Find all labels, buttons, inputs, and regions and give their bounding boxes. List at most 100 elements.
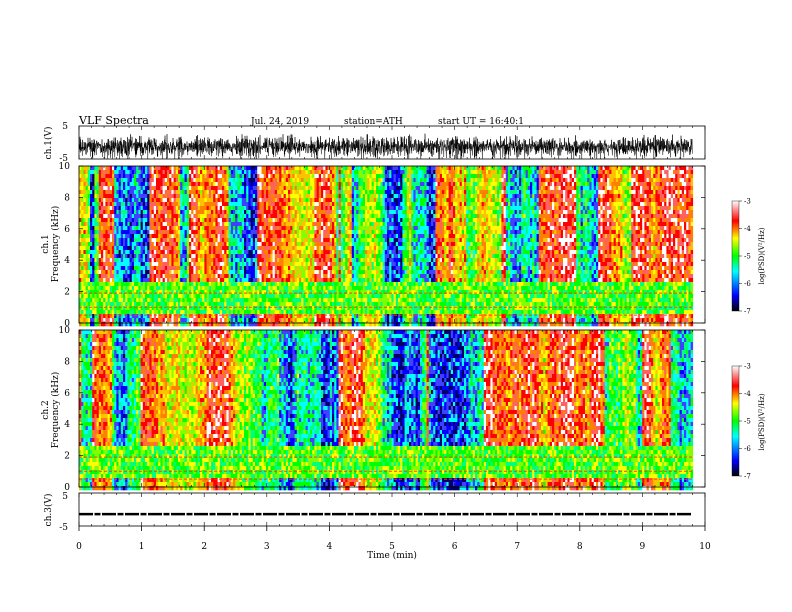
spectrogram-cell bbox=[222, 294, 225, 299]
spectrogram-cell bbox=[257, 206, 260, 211]
spectrogram-cell bbox=[206, 182, 210, 187]
spectrogram-cell bbox=[206, 226, 210, 231]
spectrogram-cell bbox=[343, 230, 346, 235]
spectrogram-cell bbox=[213, 218, 216, 223]
spectrogram-cell bbox=[131, 302, 135, 307]
spectrogram-cell bbox=[116, 210, 119, 215]
spectrogram-cell bbox=[167, 166, 170, 171]
spectrogram-cell bbox=[193, 294, 196, 299]
spectrogram-cell bbox=[252, 258, 256, 263]
spectrogram-cell bbox=[200, 226, 203, 231]
spectrogram-cell bbox=[147, 206, 150, 211]
spectrogram-cell bbox=[318, 226, 322, 231]
spectrogram-cell bbox=[274, 226, 278, 231]
spectrogram-cell bbox=[129, 254, 133, 259]
spectrogram-cell bbox=[125, 198, 128, 203]
spectrogram-cell bbox=[213, 282, 216, 287]
spectrogram-cell bbox=[101, 194, 104, 199]
spectrogram-cell bbox=[92, 262, 95, 267]
spectrogram-cell bbox=[101, 206, 104, 211]
spectrogram-cell bbox=[233, 198, 236, 203]
spectrogram-cell bbox=[92, 254, 95, 259]
spectrogram-cell bbox=[81, 182, 84, 187]
spectrogram-cell bbox=[222, 230, 225, 235]
spectrogram-cell bbox=[200, 210, 203, 215]
spectrogram-cell bbox=[239, 218, 243, 223]
spectrogram-cell bbox=[169, 266, 172, 271]
spectrogram-cell bbox=[316, 242, 320, 247]
spectrogram-cell bbox=[87, 174, 91, 179]
spectrogram-cell bbox=[96, 306, 100, 311]
spectrogram-cell bbox=[237, 250, 240, 255]
spectrogram-cell bbox=[279, 254, 282, 259]
spectrogram-cell bbox=[87, 270, 91, 275]
spectrogram-cell bbox=[226, 290, 229, 295]
spectrogram-cell bbox=[191, 226, 194, 231]
spectrogram-cell bbox=[87, 206, 91, 211]
spectrogram-cell bbox=[147, 314, 150, 319]
spectrogram-cell bbox=[125, 290, 128, 295]
spectrogram-cell bbox=[340, 234, 344, 239]
spectrogram-cell bbox=[230, 262, 234, 267]
spectrogram-cell bbox=[129, 182, 133, 187]
spectrogram-cell bbox=[285, 250, 289, 255]
spectrogram-cell bbox=[230, 206, 234, 211]
spectrogram-cell bbox=[164, 314, 168, 319]
spectrogram-cell bbox=[134, 282, 137, 287]
spectrogram-cell bbox=[277, 182, 280, 187]
spectrogram-cell bbox=[175, 282, 179, 287]
spectrogram-cell bbox=[90, 218, 93, 223]
spectrogram-cell bbox=[116, 258, 119, 263]
spectrogram-cell bbox=[123, 186, 126, 191]
spectrogram-cell bbox=[270, 310, 273, 315]
spectrogram-cell bbox=[285, 190, 289, 195]
spectrogram-cell bbox=[107, 186, 111, 191]
spectrogram-cell bbox=[226, 170, 229, 175]
spectrogram-cell bbox=[305, 306, 309, 311]
spectrogram-cell bbox=[169, 254, 172, 259]
spectrogram-cell bbox=[294, 218, 298, 223]
spectrogram-cell bbox=[189, 278, 192, 283]
spectrogram-cell bbox=[145, 190, 148, 195]
spectrogram-cell bbox=[83, 182, 86, 187]
spectrogram-cell bbox=[129, 230, 133, 235]
spectrogram-cell bbox=[338, 270, 342, 275]
spectrogram-cell bbox=[274, 182, 278, 187]
spectrogram-cell bbox=[138, 238, 141, 243]
spectrogram-cell bbox=[277, 318, 280, 323]
spectrogram-cell bbox=[279, 278, 282, 283]
spectrogram-cell bbox=[200, 182, 203, 187]
spectrogram-cell bbox=[208, 222, 212, 227]
spectrogram-cell bbox=[109, 218, 113, 223]
spectrogram-cell bbox=[268, 170, 271, 175]
spectrogram-cell bbox=[230, 254, 234, 259]
spectrogram-cell bbox=[197, 206, 201, 211]
spectrogram-cell bbox=[175, 218, 179, 223]
spectrogram-cell bbox=[171, 278, 174, 283]
spectrogram-cell bbox=[233, 310, 236, 315]
spectrogram-cell bbox=[156, 230, 159, 235]
spectrogram-cell bbox=[250, 194, 254, 199]
spectrogram-cell bbox=[118, 214, 122, 219]
spectrogram-cell bbox=[314, 166, 317, 171]
spectrogram-cell bbox=[329, 298, 333, 303]
spectrogram-cell bbox=[149, 322, 152, 327]
spectrogram-cell bbox=[244, 246, 247, 251]
spectrogram-cell bbox=[290, 282, 293, 287]
spectrogram-cell bbox=[149, 306, 152, 311]
spectrogram-cell bbox=[169, 278, 172, 283]
spectrogram-cell bbox=[266, 222, 269, 227]
spectrogram-cell bbox=[182, 210, 185, 215]
spectrogram-cell bbox=[175, 286, 179, 291]
spectrogram-cell bbox=[131, 214, 135, 219]
spectrogram-cell bbox=[131, 202, 135, 207]
spectrogram-cell bbox=[204, 250, 207, 255]
spectrogram-cell bbox=[206, 166, 210, 171]
spectrogram-cell bbox=[184, 202, 188, 207]
spectrogram-cell bbox=[303, 210, 306, 215]
spectrogram-cell bbox=[109, 282, 113, 287]
spectrogram-cell bbox=[118, 266, 122, 271]
spectrogram-cell bbox=[266, 230, 269, 235]
spectrogram-cell bbox=[233, 230, 236, 235]
spectrogram-cell bbox=[169, 186, 172, 191]
